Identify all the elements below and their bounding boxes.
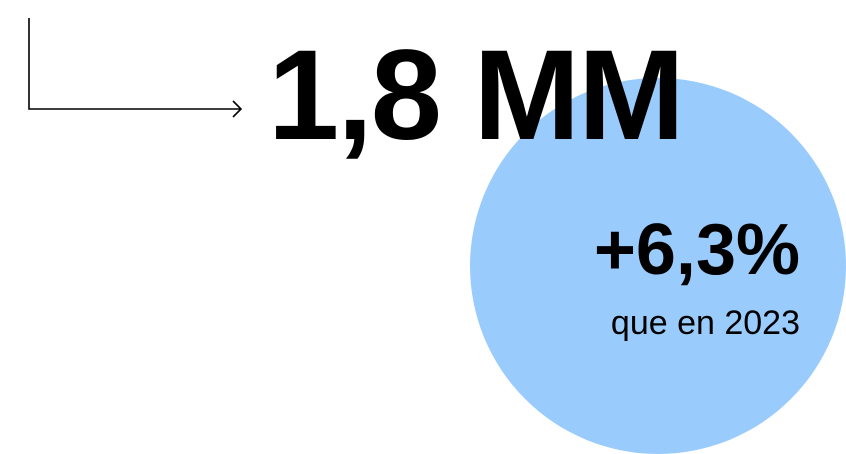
elbow-right-arrow-icon <box>28 18 243 118</box>
change-percentage: +6,3% <box>593 210 800 290</box>
highlight-circle <box>470 78 846 454</box>
headline-value: 1,8 MM <box>268 24 685 167</box>
change-comparison-label: que en 2023 <box>610 304 800 342</box>
